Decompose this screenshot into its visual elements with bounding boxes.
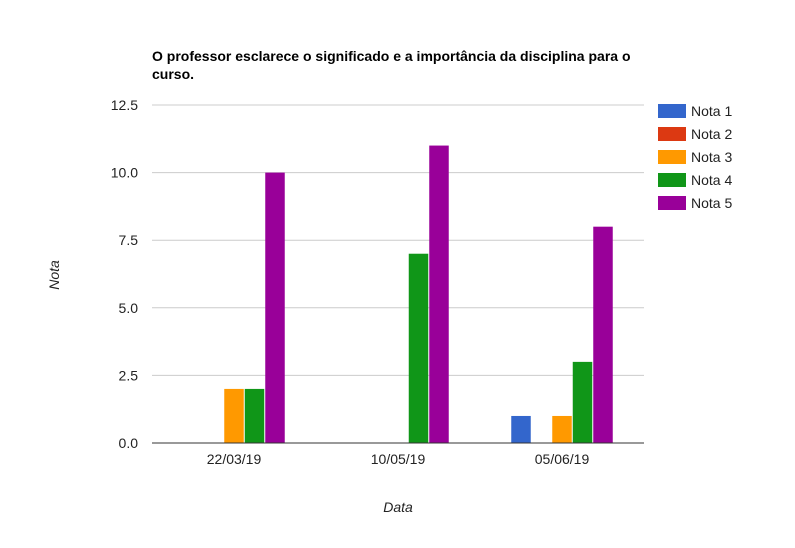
y-tick-label: 5.0 — [119, 300, 139, 316]
bar-nota-1-3 — [511, 415, 531, 443]
legend: Nota 1 Nota 2 Nota 3 Nota 4 Nota 5 — [658, 103, 732, 211]
legend-swatch-nota-2 — [658, 127, 686, 141]
x-tick-label: 22/03/19 — [207, 451, 262, 467]
legend-swatch-nota-1 — [658, 104, 686, 118]
bar-nota-5-2 — [429, 145, 449, 443]
bar-nota-4-1 — [244, 388, 265, 443]
bar-nota-3-3 — [552, 415, 572, 443]
chart-title-line-1: O professor esclarece o significado e a … — [152, 48, 631, 64]
x-axis-title: Data — [383, 499, 413, 515]
legend-swatch-nota-3 — [658, 150, 686, 164]
y-tick-label: 2.5 — [119, 367, 139, 383]
legend-label-nota-4: Nota 4 — [691, 172, 732, 188]
legend-swatch-nota-4 — [658, 173, 686, 187]
bar-nota-4-3 — [572, 361, 593, 443]
bar-nota-4-2 — [408, 253, 429, 443]
y-tick-label: 0.0 — [119, 435, 139, 451]
y-tick-label: 12.5 — [111, 97, 138, 113]
bars — [224, 145, 613, 443]
y-axis-title: Nota — [46, 260, 62, 290]
chart-title-line-2: curso. — [152, 66, 194, 82]
legend-label-nota-1: Nota 1 — [691, 103, 732, 119]
x-tick-label: 05/06/19 — [535, 451, 590, 467]
y-tick-label: 10.0 — [111, 165, 138, 181]
legend-label-nota-2: Nota 2 — [691, 126, 732, 142]
y-tick-label: 7.5 — [119, 232, 139, 248]
axes: 0.0 2.5 5.0 7.5 10.0 12.5 22/03/19 10/05/19 05/0… — [111, 97, 644, 467]
bar-nota-3-1 — [224, 388, 244, 443]
x-tick-label: 10/05/19 — [371, 451, 426, 467]
legend-swatch-nota-5 — [658, 196, 686, 210]
gridlines — [152, 104, 644, 376]
legend-label-nota-5: Nota 5 — [691, 195, 732, 211]
bar-nota-5-3 — [593, 226, 613, 443]
bar-nota-5-1 — [265, 172, 285, 443]
legend-label-nota-3: Nota 3 — [691, 149, 732, 165]
